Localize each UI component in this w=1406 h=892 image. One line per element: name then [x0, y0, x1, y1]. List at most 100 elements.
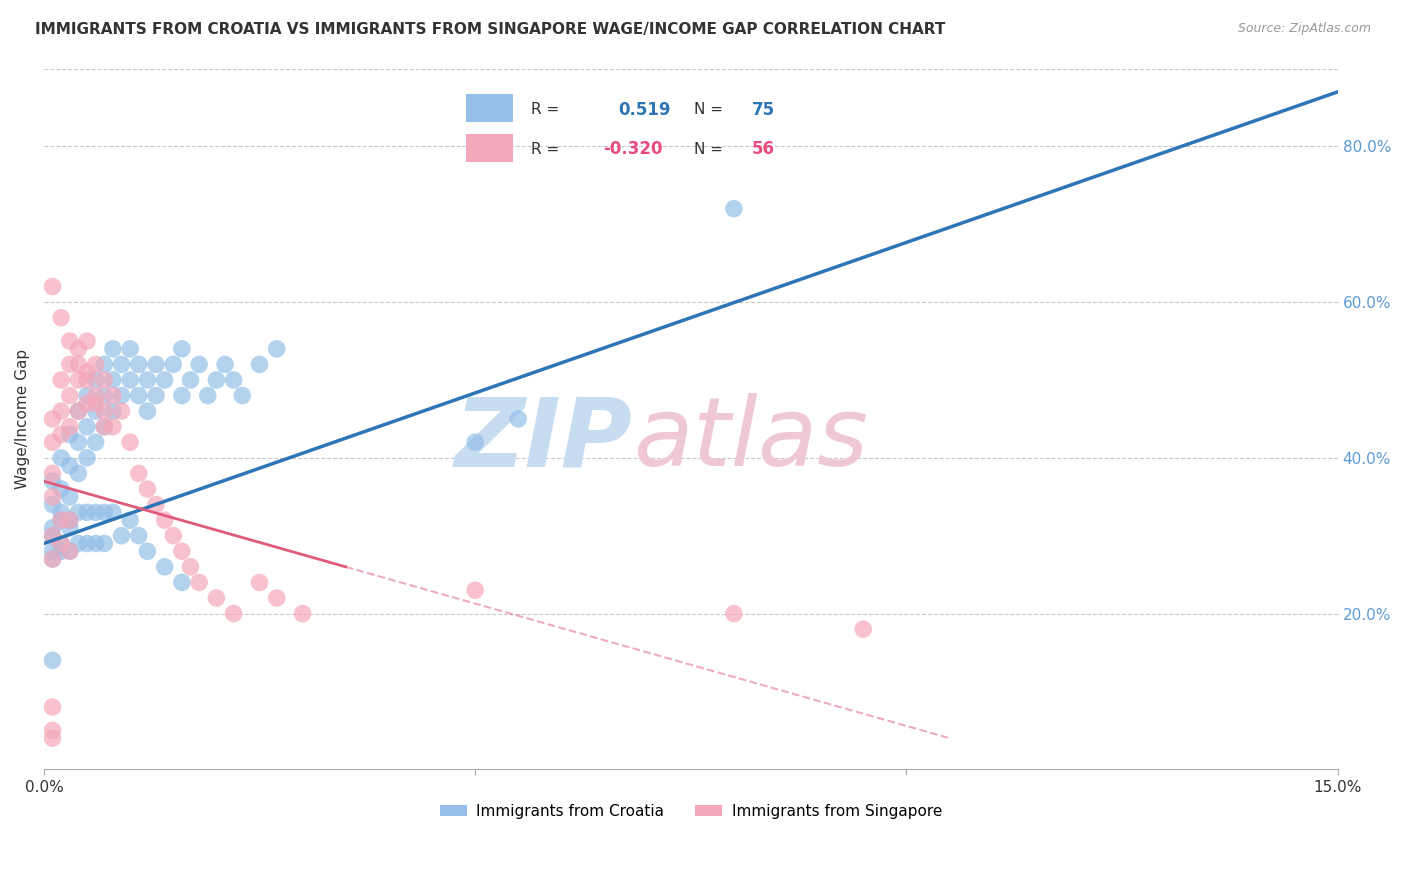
Point [76, 450, 98, 465]
Point [67, 467, 90, 481]
Point [170, 388, 193, 402]
Point [145, 498, 167, 512]
Point [59, 427, 82, 442]
Point [41, 731, 63, 746]
Point [120, 373, 142, 387]
Point [41, 467, 63, 481]
Point [93, 388, 115, 402]
Point [84, 373, 107, 387]
Point [59, 513, 82, 527]
Point [93, 419, 115, 434]
Point [67, 342, 90, 356]
Point [93, 373, 115, 387]
Point [266, 342, 288, 356]
Point [128, 467, 150, 481]
Point [84, 505, 107, 519]
Point [222, 607, 245, 621]
Point [128, 529, 150, 543]
Point [101, 419, 124, 434]
Point [41, 435, 63, 450]
Point [249, 575, 271, 590]
Point [76, 536, 98, 550]
Text: ZIP: ZIP [454, 393, 633, 486]
Point [170, 342, 193, 356]
Text: IMMIGRANTS FROM CROATIA VS IMMIGRANTS FROM SINGAPORE WAGE/INCOME GAP CORRELATION: IMMIGRANTS FROM CROATIA VS IMMIGRANTS FR… [35, 22, 945, 37]
Point [49, 404, 72, 418]
Point [101, 404, 124, 418]
Point [464, 583, 486, 598]
Point [59, 544, 82, 558]
Point [49, 373, 72, 387]
Point [170, 575, 193, 590]
Point [59, 544, 82, 558]
Point [110, 404, 132, 418]
Point [49, 505, 72, 519]
Point [49, 450, 72, 465]
Point [59, 388, 82, 402]
Point [84, 404, 107, 418]
Text: Source: ZipAtlas.com: Source: ZipAtlas.com [1237, 22, 1371, 36]
Point [291, 607, 314, 621]
Point [136, 544, 159, 558]
Point [84, 388, 107, 402]
Point [59, 458, 82, 473]
Y-axis label: Wage/Income Gap: Wage/Income Gap [15, 349, 30, 489]
Point [120, 513, 142, 527]
Point [205, 373, 228, 387]
Point [41, 412, 63, 426]
Point [153, 559, 176, 574]
Point [49, 427, 72, 442]
Point [41, 552, 63, 566]
Point [49, 482, 72, 496]
Point [67, 358, 90, 372]
Point [41, 498, 63, 512]
Point [852, 622, 875, 636]
Point [120, 342, 142, 356]
Point [41, 700, 63, 714]
Point [49, 513, 72, 527]
Point [49, 310, 72, 325]
Point [93, 419, 115, 434]
Point [266, 591, 288, 605]
Point [153, 373, 176, 387]
Point [205, 591, 228, 605]
Point [76, 419, 98, 434]
Point [67, 435, 90, 450]
Point [59, 334, 82, 348]
Point [110, 529, 132, 543]
Point [162, 529, 184, 543]
Point [188, 358, 211, 372]
Point [84, 358, 107, 372]
Point [76, 373, 98, 387]
Point [153, 513, 176, 527]
Point [464, 435, 486, 450]
Point [120, 435, 142, 450]
Point [101, 505, 124, 519]
Point [145, 358, 167, 372]
Point [93, 358, 115, 372]
Point [110, 358, 132, 372]
Point [59, 358, 82, 372]
Point [41, 279, 63, 293]
Point [59, 419, 82, 434]
Point [84, 396, 107, 410]
Point [49, 536, 72, 550]
Point [170, 544, 193, 558]
Point [136, 482, 159, 496]
Point [93, 404, 115, 418]
Point [101, 342, 124, 356]
Point [59, 521, 82, 535]
Point [197, 388, 219, 402]
Point [188, 575, 211, 590]
Point [180, 559, 202, 574]
Point [93, 536, 115, 550]
Point [231, 388, 253, 402]
Point [67, 404, 90, 418]
Point [59, 513, 82, 527]
Point [145, 388, 167, 402]
Point [41, 544, 63, 558]
Point [84, 536, 107, 550]
Point [84, 435, 107, 450]
Point [41, 653, 63, 667]
Point [723, 202, 745, 216]
